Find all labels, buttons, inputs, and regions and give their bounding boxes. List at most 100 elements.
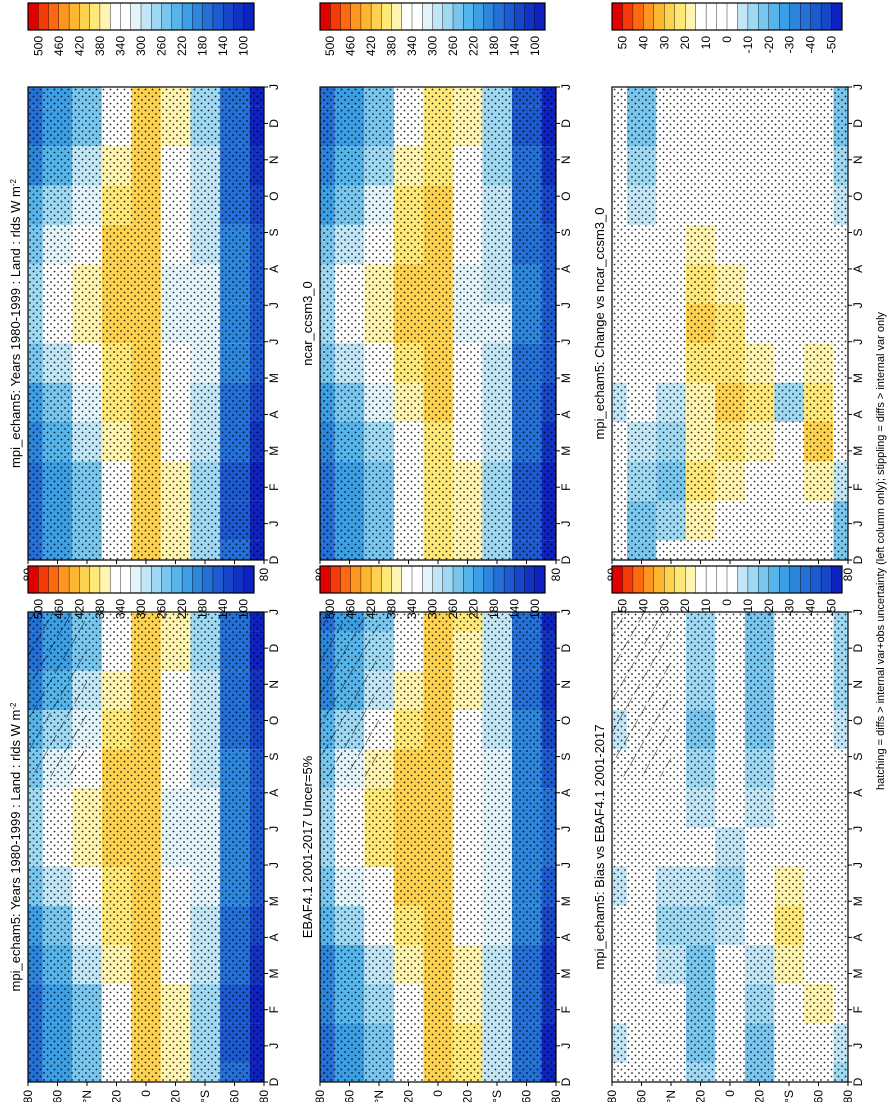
colorbar-swatch [674,2,686,31]
panel-title-text: mpi_echam5: Years 1980-1999 : Land : rld… [8,186,23,468]
lat-tick-label: °S [198,1090,212,1102]
colorbar-swatch [68,565,80,594]
colorbar-swatch [726,2,739,31]
month-tick-label: J [851,339,865,345]
colorbar-swatch [473,2,485,31]
colorbar-swatch [79,565,91,594]
colorbar-label: 0 [720,36,734,43]
month-tick-label: N [851,680,865,689]
month-tick-label: F [267,484,281,491]
month-tick-label: A [267,789,281,797]
month-tick-label: O [267,192,281,201]
colorbar-label: 140 [507,36,521,56]
month-tick-label: N [851,155,865,164]
colorbar-swatch [493,2,505,31]
colorbar-label: 100 [528,599,542,619]
colorbar-swatch [503,2,515,31]
month-tick-label: S [559,228,573,236]
colorbar-label: 260 [155,36,169,56]
colorbar-frame [27,565,255,594]
colorbar-swatch [140,565,152,594]
month-tick-label: A [267,933,281,941]
colorbar-swatch [330,565,341,594]
lat-tick-label: 0 [431,1090,445,1097]
month-tick-label: J [851,609,865,615]
colorbar-swatch [422,565,433,594]
month-tick-label: D [559,555,573,564]
month-tick-label: M [267,373,281,383]
colorbar-swatch [360,565,372,594]
colorbar-swatch [452,565,464,594]
colorbar-swatch [483,565,495,594]
colorbar-label: 300 [426,36,440,56]
colorbar-swatch [534,2,546,31]
month-tick-label: A [851,789,865,797]
colorbar-swatch [411,2,423,31]
colorbar-label: 420 [364,599,378,619]
colorbar-label: 340 [114,599,128,619]
colorbar-swatch [611,565,624,594]
colorbar-swatch [350,2,362,31]
colorbar-swatch [120,565,132,594]
colorbar-3: 50 40 30 20 10 0 -10 -20 -30 -40 -50 [611,2,843,53]
month-tick-label: J [559,521,573,527]
colorbar-label: 340 [114,36,128,56]
colorbar-swatch [758,565,770,594]
month-tick-label: J [851,862,865,868]
month-tick-label: A [267,410,281,418]
panel-title: EBAF4.1 2001-2017 Uncer=5% [300,755,315,938]
colorbar-swatch [391,2,403,31]
lat-tick-label: 80 [257,1090,271,1102]
month-tick-label: D [267,644,281,653]
month-tick-label: J [267,826,281,832]
lat-tick-label: 80 [549,1090,563,1102]
colorbar-swatch [140,2,152,31]
colorbar-label: 420 [72,599,86,619]
month-tick-label: M [267,969,281,979]
colorbar-frame [27,2,255,31]
colorbar-label: -20 [762,599,776,617]
panel-4: DJFMAMJJASONDJ8060°N20020°S6080ncar_ccsm… [300,84,573,581]
colorbar-swatch [831,2,843,31]
colorbar-swatch [202,2,214,31]
colorbar-swatch [664,2,676,31]
colorbar-6: 50 40 30 20 10 0 -10 -20 -30 -40 -50 [611,565,843,617]
month-tick-label: N [559,155,573,164]
colorbar-swatch [233,565,245,594]
month-tick-label: S [559,753,573,761]
lat-tick-label: °N [664,1090,678,1102]
colorbar-swatch [222,2,234,31]
colorbar-swatch [653,565,665,594]
stipple-overlay [320,87,556,560]
month-tick-label: M [559,446,573,456]
month-tick-label: A [851,933,865,941]
month-tick-label: F [559,484,573,491]
month-tick-label: D [851,1077,865,1086]
month-tick-label: F [267,1006,281,1013]
colorbar-5: 500 460 420 380 340 300 260 220 180 140 100 [319,565,546,619]
colorbar-swatch [737,2,749,31]
month-tick-label: S [851,753,865,761]
colorbar-swatch [632,2,644,31]
colorbar-swatch [130,565,142,594]
month-tick-label: A [559,410,573,418]
colorbar-swatch [243,565,255,594]
lat-tick-label: 60 [520,1090,534,1102]
colorbar-swatch [685,565,697,594]
lat-tick-label: 20 [694,1090,708,1102]
panel-title: mpi_echam5: Change vs ncar_ccsm3_0 [592,208,607,440]
colorbar-label: 500 [323,599,337,619]
lat-tick-label: 20 [461,1090,475,1102]
lat-tick-label: °N [80,1090,94,1102]
figure-footnote: hatching = diffs > internal var+obs unce… [875,311,887,790]
colorbar-label: 380 [385,599,399,619]
lat-tick-label: °S [782,1090,796,1102]
colorbar-swatch [233,2,245,31]
colorbar-swatch [58,2,70,31]
hatch-overlay [28,612,87,777]
month-tick-label: J [851,1043,865,1049]
month-tick-label: J [559,339,573,345]
colorbar-label: 30 [657,599,671,613]
month-tick-label: J [267,302,281,308]
month-tick-label: J [559,302,573,308]
